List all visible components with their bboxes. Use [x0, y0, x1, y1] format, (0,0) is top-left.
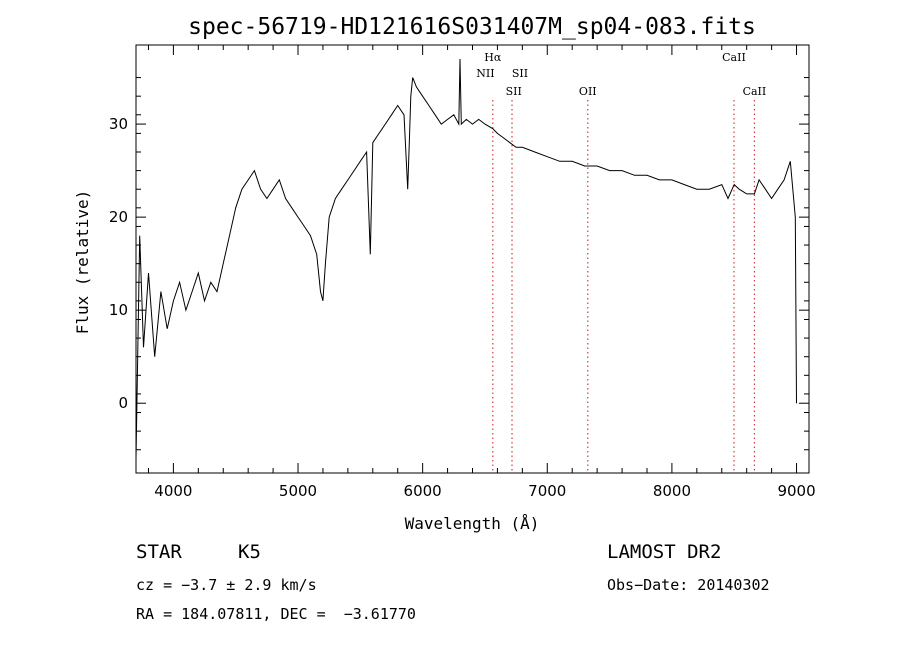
spectrum-line [135, 58, 797, 460]
x-tick-label: 8000 [653, 482, 691, 500]
line-marker-label: CaII [743, 85, 767, 98]
x-tick-label: 5000 [279, 482, 317, 500]
y-axis-label: Flux (relative) [73, 190, 92, 335]
object-subclass: K5 [238, 541, 261, 563]
x-tick-label: 7000 [528, 482, 566, 500]
line-marker-label: CaII [722, 51, 746, 64]
x-axis-label: Wavelength (Å) [405, 514, 540, 533]
plot-frame [135, 44, 810, 474]
object-class: STAR [136, 541, 182, 563]
line-marker-label: OII [579, 85, 597, 98]
line-marker-label: SII [512, 67, 528, 80]
y-tick-label: 20 [109, 208, 128, 226]
survey-name: LAMOST DR2 [607, 541, 722, 563]
observation-date: Obs−Date: 20140302 [607, 576, 770, 594]
chart-title: spec-56719-HD121616S031407M_sp04-083.fit… [188, 14, 756, 40]
line-marker-label: Hα [484, 51, 502, 64]
line-marker-label: NII [476, 67, 494, 80]
axis-ticks: 4000 5000 6000 7000 8000 9000 0 10 20 30 [109, 45, 816, 500]
emission-line-markers: Hα NII SII SII OII CaII CaII [476, 51, 766, 473]
redshift-cz: cz = −3.7 ± 2.9 km/s [136, 576, 317, 594]
x-tick-label: 9000 [777, 482, 815, 500]
x-tick-label: 4000 [154, 482, 192, 500]
y-tick-label: 0 [118, 394, 128, 412]
y-tick-label: 10 [109, 301, 128, 319]
x-tick-label: 6000 [404, 482, 442, 500]
line-marker-label: SII [506, 85, 522, 98]
y-tick-label: 30 [109, 115, 128, 133]
ra-dec: RA = 184.07811, DEC = −3.61770 [136, 605, 416, 623]
